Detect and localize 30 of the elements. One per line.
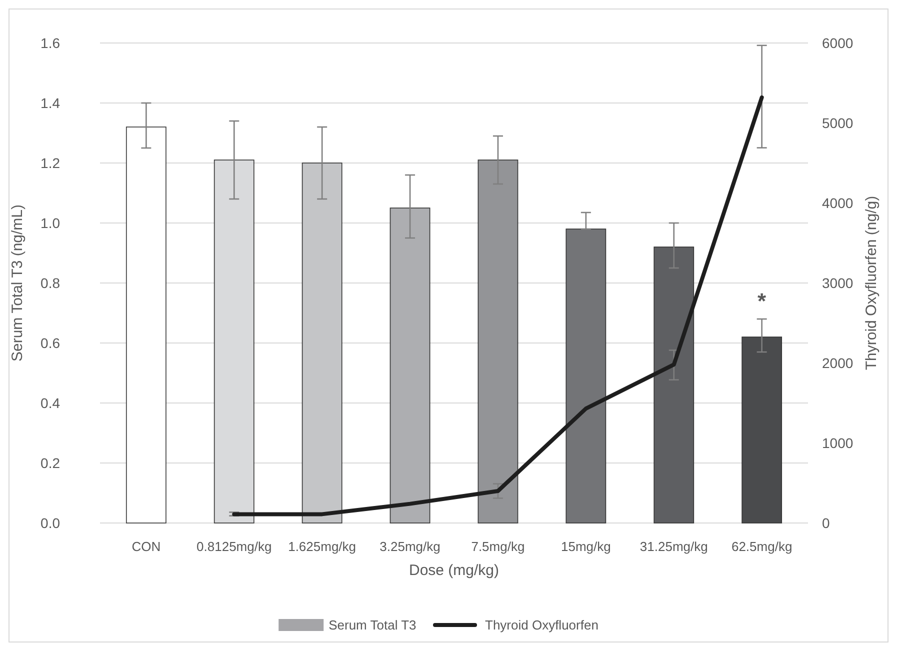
x-tick-label: 1.625mg/kg <box>288 539 356 554</box>
y2-tick-label: 4000 <box>822 194 854 211</box>
y-tick-label: 1.2 <box>40 154 60 171</box>
y-tick-label: 1.6 <box>40 34 60 51</box>
y2-axis-title: Thyroid Oxyfluorfen (ng/g) <box>863 196 880 370</box>
x-tick-label: 62.5mg/kg <box>731 539 792 554</box>
y-axis-title: Serum Total T3 (ng/mL) <box>9 204 26 362</box>
x-axis-title: Dose (mg/kg) <box>408 562 500 579</box>
y2-tick-label: 6000 <box>822 34 854 51</box>
y2-tick-label: 5000 <box>822 114 854 131</box>
legend-label: Serum Total T3 <box>328 618 416 633</box>
legend-label: Thyroid Oxyfluorfen <box>485 618 598 633</box>
x-tick-label: 31.25mg/kg <box>640 539 708 554</box>
y2-tick-label: 3000 <box>822 274 854 291</box>
y-tick-label: 1.4 <box>40 94 60 111</box>
x-tick-label: 7.5mg/kg <box>471 539 525 554</box>
x-tick-label: CON <box>132 539 161 554</box>
y-tick-label: 0.4 <box>40 394 60 411</box>
y2-tick-label: 0 <box>822 514 830 531</box>
y-tick-label: 0.6 <box>40 334 60 351</box>
x-tick-label: 0.8125mg/kg <box>196 539 272 554</box>
x-tick-label: 15mg/kg <box>560 539 611 554</box>
annotation: * <box>758 288 767 314</box>
y-tick-label: 0.2 <box>40 454 60 471</box>
y-tick-label: 0.8 <box>40 274 60 291</box>
y2-tick-label: 1000 <box>822 434 854 451</box>
x-tick-label: 3.25mg/kg <box>380 539 440 554</box>
y-tick-label: 1.0 <box>40 214 60 231</box>
y2-tick-label: 2000 <box>822 354 854 371</box>
y-tick-label: 0.0 <box>40 514 60 531</box>
